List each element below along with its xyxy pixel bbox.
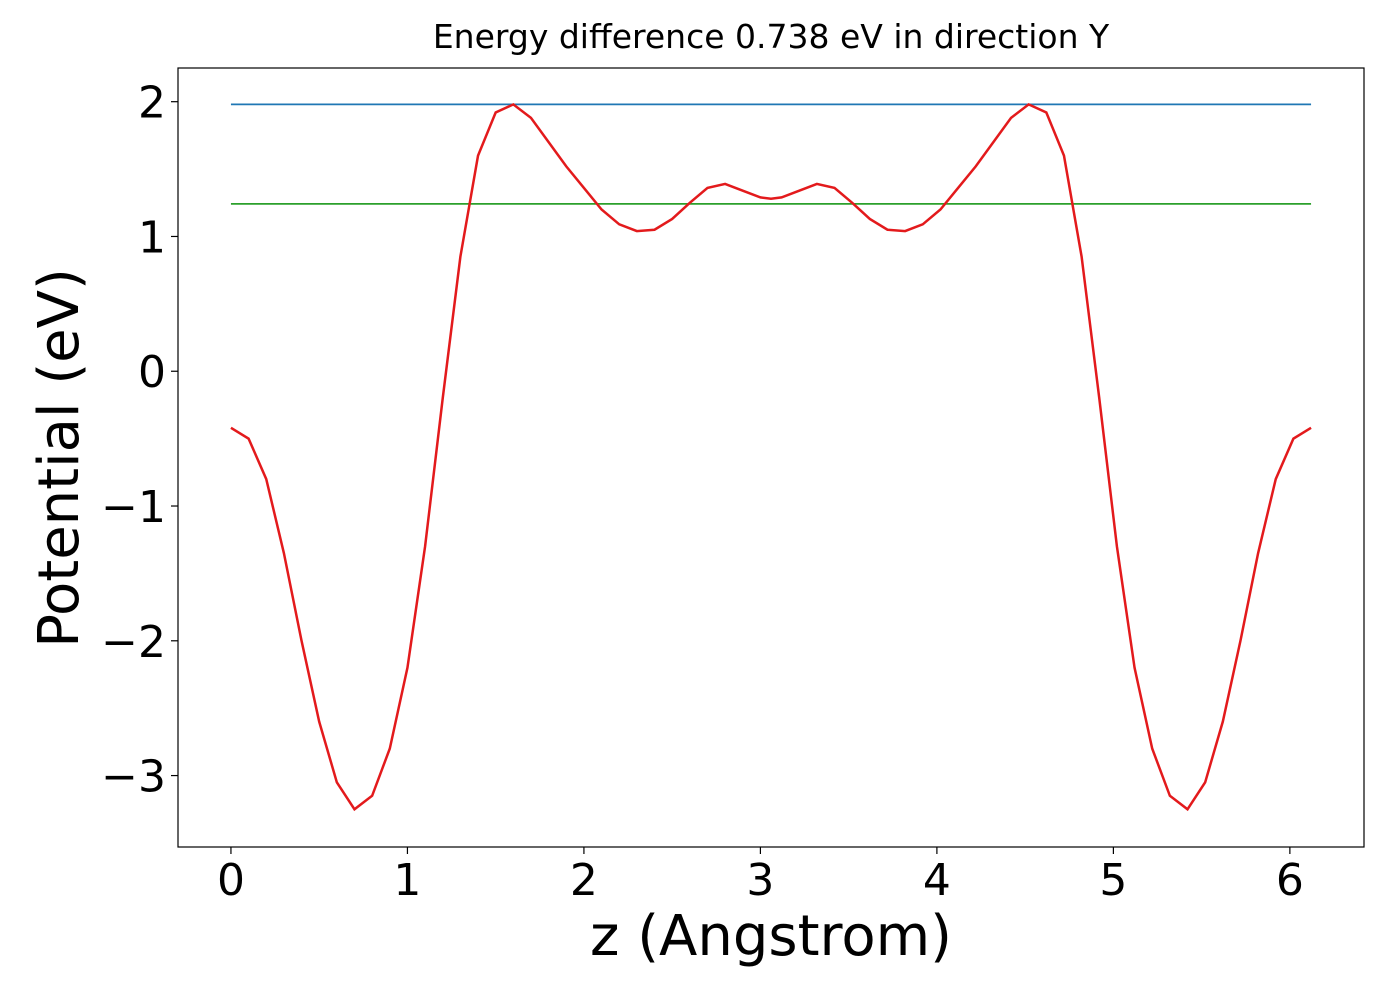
chart-title: Energy difference 0.738 eV in direction … <box>433 17 1110 56</box>
x-tick-label: 3 <box>746 855 774 906</box>
x-tick-label: 0 <box>217 855 245 906</box>
x-tick-label: 6 <box>1276 855 1304 906</box>
y-tick-label: 0 <box>138 347 166 398</box>
x-axis-label: z (Angstrom) <box>590 904 952 969</box>
y-axis-label: Potential (eV) <box>27 268 92 648</box>
data-line <box>230 102 1312 812</box>
x-tick-label: 2 <box>570 855 598 906</box>
y-tick-label: −3 <box>101 752 166 803</box>
y-tick-label: −1 <box>101 482 166 533</box>
x-tick-label: 1 <box>393 855 421 906</box>
x-tick-label: 5 <box>1099 855 1127 906</box>
y-tick-label: 1 <box>138 212 166 263</box>
y-tick-label: 2 <box>138 78 166 129</box>
plot-frame <box>177 67 1365 848</box>
x-tick-label: 4 <box>923 855 951 906</box>
y-tick-label: −2 <box>101 617 166 668</box>
